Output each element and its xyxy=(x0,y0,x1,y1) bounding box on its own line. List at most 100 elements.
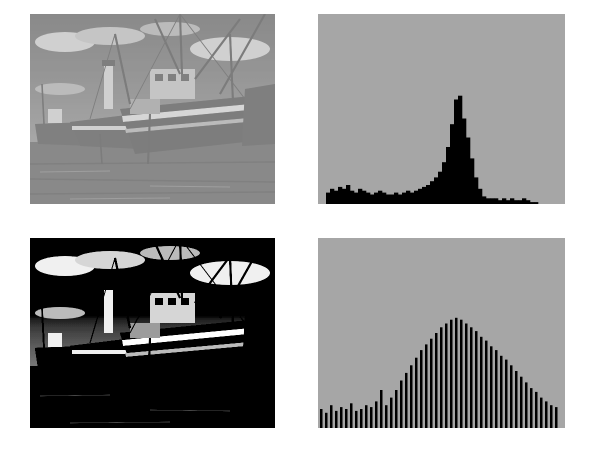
histogram-bar xyxy=(350,190,355,204)
histogram-bar xyxy=(514,200,519,204)
histogram-bar xyxy=(486,198,491,204)
histogram-bar xyxy=(446,147,451,204)
histogram-bar xyxy=(362,190,367,204)
histogram-bar xyxy=(355,410,358,428)
histogram-bar xyxy=(354,192,359,204)
histogram-bar xyxy=(500,355,503,428)
histogram-bar xyxy=(415,357,418,428)
equalized-photo xyxy=(30,238,275,428)
histogram-bar xyxy=(338,186,343,204)
histogram-bar xyxy=(535,391,538,428)
histogram-bar xyxy=(480,336,483,428)
histogram-bar xyxy=(370,194,375,204)
histogram-bar xyxy=(440,327,443,428)
histogram-bar xyxy=(402,192,407,204)
histogram-bar xyxy=(345,409,348,428)
histogram-bar xyxy=(385,405,388,428)
histogram-bar xyxy=(335,410,338,428)
histogram-bar xyxy=(510,198,515,204)
histogram-bar xyxy=(525,382,528,428)
histogram-bar xyxy=(438,171,443,204)
histogram-bar xyxy=(320,409,323,428)
histogram-bar xyxy=(420,350,423,428)
histogram-bar xyxy=(445,323,448,428)
histogram-bar xyxy=(495,350,498,428)
histogram-bar xyxy=(430,181,435,204)
histogram-bar xyxy=(414,190,419,204)
histogram-bar xyxy=(346,185,351,204)
histogram-bar xyxy=(530,202,535,204)
histogram-bar xyxy=(442,162,447,204)
histogram-bar xyxy=(498,200,503,204)
original-photo xyxy=(30,14,275,204)
histogram-bar xyxy=(434,177,439,204)
histogram-bar xyxy=(340,407,343,428)
histogram-bar xyxy=(494,198,499,204)
histogram-bar xyxy=(360,409,363,428)
histogram-bar xyxy=(366,192,371,204)
histogram-bar xyxy=(330,405,333,428)
histogram-bar xyxy=(534,202,539,204)
histogram-bar xyxy=(450,319,453,428)
histogram-bar xyxy=(380,390,383,428)
histogram-bar xyxy=(475,331,478,428)
histogram-bar xyxy=(458,95,463,204)
histogram-bar xyxy=(325,412,328,428)
histogram-bar xyxy=(502,198,507,204)
histogram-bar xyxy=(482,196,487,204)
histogram-bar xyxy=(526,200,531,204)
histogram-bar xyxy=(490,198,495,204)
histogram-bar xyxy=(350,403,353,428)
histogram-bar xyxy=(522,198,527,204)
histogram-bar xyxy=(530,388,533,428)
histogram-bar xyxy=(374,192,379,204)
histogram-bar xyxy=(430,338,433,428)
histogram-bar xyxy=(462,118,467,204)
histogram-bar xyxy=(455,317,458,428)
histogram-bar xyxy=(425,344,428,428)
histogram-bar xyxy=(520,376,523,428)
histogram-bar xyxy=(478,188,483,204)
histogram-bar xyxy=(470,327,473,428)
histogram-bar xyxy=(405,372,408,428)
histogram-bar xyxy=(326,192,331,204)
histogram-bar xyxy=(406,190,411,204)
histogram-bar xyxy=(382,192,387,204)
histogram-bar xyxy=(422,186,427,204)
histogram-bar xyxy=(358,188,363,204)
histogram-bar xyxy=(365,405,368,428)
histogram-bar xyxy=(435,333,438,428)
histogram-bar xyxy=(454,99,459,204)
histogram-bar xyxy=(510,365,513,428)
histogram-bar xyxy=(390,397,393,428)
histogram-bar xyxy=(395,390,398,428)
histogram-bar xyxy=(470,158,475,204)
histogram-bar xyxy=(426,185,431,204)
histogram-bar xyxy=(474,177,479,204)
histogram-bar xyxy=(370,407,373,428)
histogram-bar xyxy=(506,200,511,204)
histogram-bar xyxy=(460,319,463,428)
histogram-bar xyxy=(418,188,423,204)
histogram-bar xyxy=(550,405,553,428)
histogram-bar xyxy=(450,124,455,204)
histogram-bar xyxy=(465,323,468,428)
histogram-bar xyxy=(386,194,391,204)
histogram-bar xyxy=(518,200,523,204)
histogram-bar xyxy=(466,137,471,204)
histogram-bar xyxy=(334,190,339,204)
histogram-bar xyxy=(490,346,493,428)
histogram-bar xyxy=(394,192,399,204)
histogram-bar xyxy=(485,340,488,428)
histogram-bar xyxy=(330,188,335,204)
histogram-bar xyxy=(342,188,347,204)
histogram-bar xyxy=(378,190,383,204)
histogram-bar xyxy=(540,397,543,428)
histogram-bar xyxy=(410,365,413,428)
histogram-bar xyxy=(545,401,548,428)
histogram-bar xyxy=(375,401,378,428)
histogram-bar xyxy=(410,192,415,204)
histogram-bar xyxy=(505,359,508,428)
histogram-bar xyxy=(398,194,403,204)
